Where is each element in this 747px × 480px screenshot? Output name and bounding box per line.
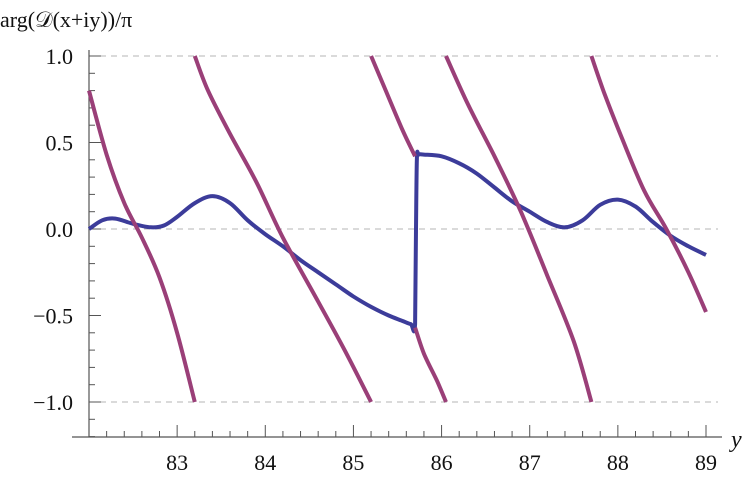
purple-branch-line xyxy=(444,55,594,403)
purple-branch-line xyxy=(413,326,448,403)
x-tick-label: 86 xyxy=(431,450,453,475)
y-tick-label: 0.5 xyxy=(46,131,74,156)
x-tick-label: 88 xyxy=(607,450,629,475)
x-tick-label: 83 xyxy=(166,450,188,475)
tick-labels: 83 84 85 86 87 88 89 1.0 0.5 0.0 −0.5 −1.0 xyxy=(33,44,717,475)
data-series xyxy=(87,55,708,403)
purple-branch-line xyxy=(589,55,708,313)
blue-series-line xyxy=(87,149,707,334)
y-tick-label: −0.5 xyxy=(33,304,73,329)
y-tick-label: 1.0 xyxy=(46,44,74,69)
y-axis-title: arg(𝒟(x+iy))/π xyxy=(0,7,132,32)
y-tick-label: −1.0 xyxy=(33,390,73,415)
x-tick-label: 84 xyxy=(254,450,276,475)
purple-branch-line xyxy=(369,55,417,158)
axes xyxy=(72,50,722,438)
purple-branch-line xyxy=(87,90,197,403)
y-tick-label: 0.0 xyxy=(46,217,74,242)
x-tick-label: 89 xyxy=(695,450,717,475)
x-tick-label: 87 xyxy=(519,450,541,475)
x-axis-title: y xyxy=(729,427,742,453)
purple-branch-line xyxy=(192,55,373,403)
x-tick-label: 85 xyxy=(342,450,364,475)
